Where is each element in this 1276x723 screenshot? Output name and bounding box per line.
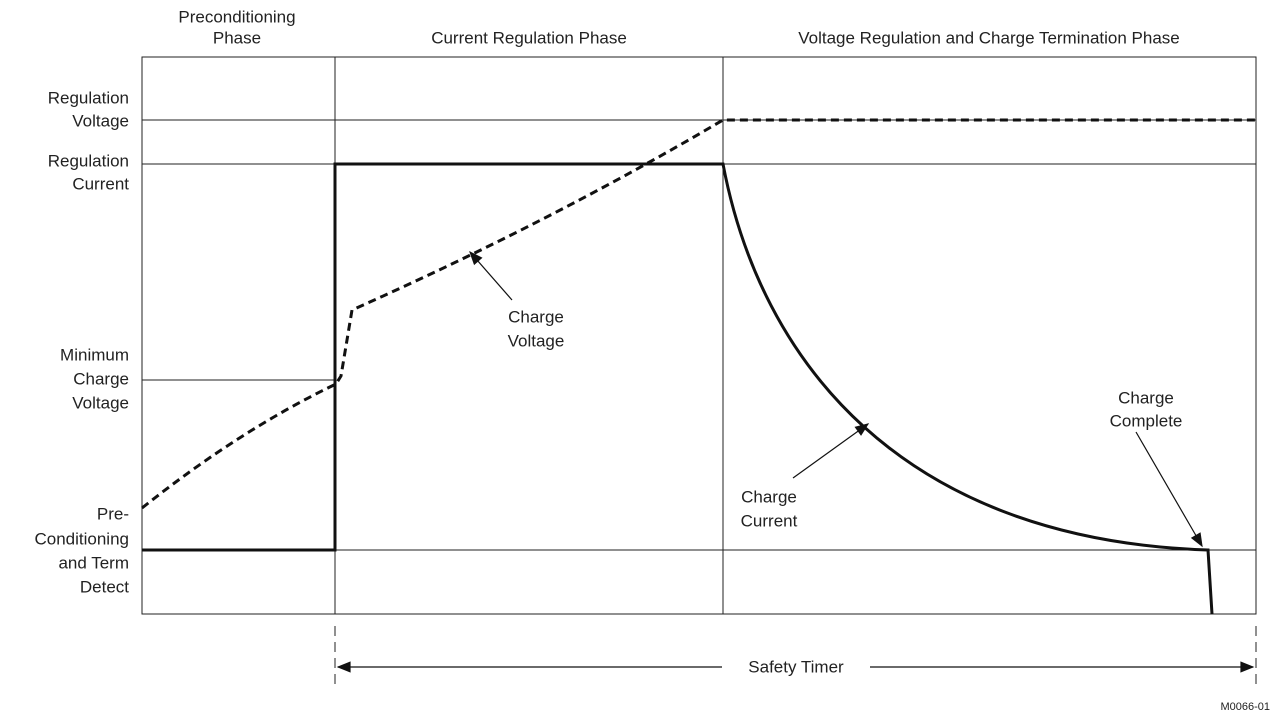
phase-label: Voltage Regulation and Charge Terminatio…: [798, 28, 1180, 47]
phase-label: Current Regulation Phase: [431, 28, 627, 47]
level-label: Voltage: [72, 393, 129, 412]
charge-current-curve: [142, 162, 1214, 615]
level-label: and Term: [58, 553, 129, 572]
annotation-arrow: [792, 423, 870, 479]
annotation: Voltage: [508, 331, 565, 350]
level-label: Current: [72, 174, 129, 193]
annotation-arrow: [1135, 431, 1203, 548]
level-label: Voltage: [72, 111, 129, 130]
phase-label: Phase: [213, 28, 261, 47]
level-label: Conditioning: [34, 529, 129, 548]
frame: [141, 56, 1257, 615]
level-label: Detect: [80, 577, 129, 596]
phase-label: Preconditioning: [178, 7, 295, 26]
annotation: Charge: [1118, 388, 1174, 407]
level-label: Minimum: [60, 345, 129, 364]
level-label: Regulation: [48, 151, 129, 170]
annotation: Current: [741, 511, 798, 530]
annotation: Complete: [1110, 411, 1183, 430]
annotation: Charge: [508, 307, 564, 326]
level-label: Pre-: [97, 504, 129, 523]
timer-label: Safety Timer: [748, 657, 844, 676]
level-label: Regulation: [48, 88, 129, 107]
figure-id: M0066-01: [1220, 701, 1270, 713]
level-label: Charge: [73, 369, 129, 388]
annotation: Charge: [741, 487, 797, 506]
annotation-arrow: [469, 250, 513, 301]
charge-voltage-curve: [141, 118, 1256, 510]
